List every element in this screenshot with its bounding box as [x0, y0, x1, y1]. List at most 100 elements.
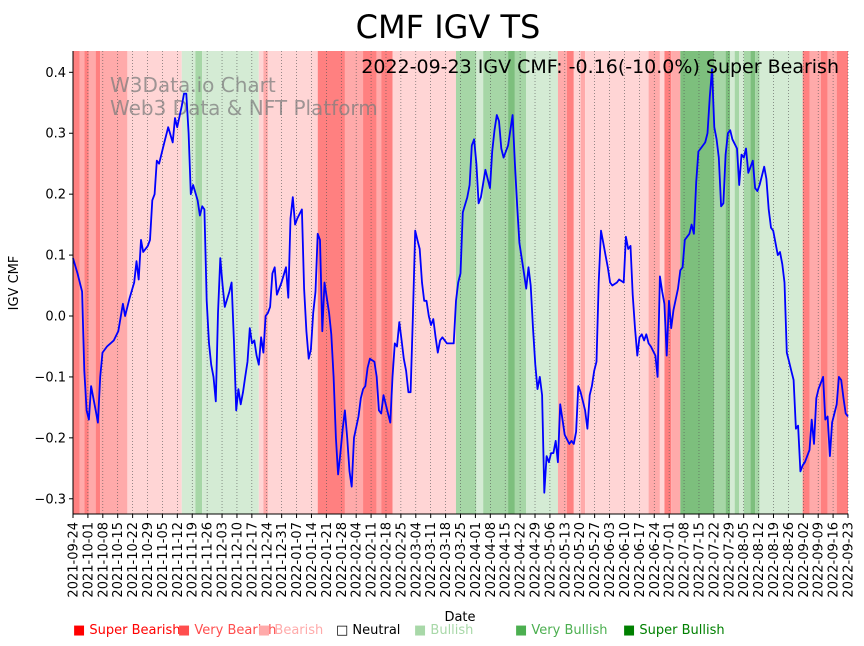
band-vb-16 [376, 51, 382, 514]
x-tick-label-51: 2022-09-16 [827, 522, 842, 598]
band-vb-11 [263, 51, 268, 514]
x-tick-label-41: 2022-07-08 [678, 522, 693, 598]
band-sb-2 [84, 51, 89, 514]
band-sb-46 [820, 51, 828, 514]
y-tick-label-7: 0.4 [45, 66, 66, 81]
x-tick-label-27: 2022-04-01 [469, 522, 484, 598]
x-tick-label-11: 2021-12-10 [230, 522, 245, 598]
legend-item-super-bullish: ■ Super Bullish [623, 623, 725, 638]
band-sb-44 [802, 51, 810, 514]
band-sbu-41 [750, 51, 756, 514]
band-sbu-36 [725, 51, 731, 514]
legend: ■ Super Bearish■ Very Bearish■ Bearish □ … [73, 623, 725, 638]
band-vbu-40 [743, 51, 751, 514]
x-tick-label-5: 2021-10-29 [141, 522, 156, 598]
y-tick-labels: −0.3 −0.2 −0.1 0.0 0.1 0.2 0.3 0.4 [34, 66, 73, 507]
x-tick-label-19: 2022-02-04 [350, 522, 365, 598]
x-tick-label-38: 2022-06-17 [633, 522, 648, 598]
cmf-series-line [72, 68, 849, 494]
vertical-gridlines [72, 51, 849, 514]
band-vb-5 [100, 51, 128, 514]
y-tick-label-6: 0.3 [45, 127, 66, 142]
band-sb-0 [73, 51, 80, 514]
x-tick-label-31: 2022-04-29 [529, 522, 544, 598]
band-vb-33 [671, 51, 681, 514]
x-tick-label-42: 2022-07-15 [692, 522, 707, 598]
x-tick-label-47: 2022-08-19 [767, 522, 782, 598]
x-tick-label-3: 2021-10-15 [111, 522, 126, 598]
legend-item-neutral: □ Neutral [336, 623, 400, 638]
x-tick-label-8: 2021-11-19 [186, 522, 201, 598]
x-tick-label-7: 2021-11-12 [171, 522, 186, 598]
band-sb-13 [317, 51, 345, 514]
x-axis-label: Date [444, 610, 475, 625]
legend-item-bearish: ■ Bearish [258, 623, 323, 638]
band-sb-17 [381, 51, 393, 514]
x-tick-label-1: 2021-10-01 [81, 522, 96, 598]
band-sb-32 [664, 51, 672, 514]
band-be-6 [127, 51, 182, 514]
band-vb-25 [557, 51, 568, 514]
legend-item-super-bearish: ■ Super Bearish [73, 623, 181, 638]
x-tick-label-50: 2022-09-09 [812, 522, 827, 598]
x-tick-label-14: 2021-12-31 [275, 522, 290, 598]
band-bu-37 [730, 51, 735, 514]
x-tick-label-25: 2022-03-18 [439, 522, 454, 598]
band-vbu-42 [755, 51, 760, 514]
band-be-31 [659, 51, 665, 514]
x-tick-label-12: 2021-12-17 [245, 522, 260, 598]
band-vb-1 [79, 51, 85, 514]
x-tick-label-52: 2022-09-23 [842, 522, 857, 598]
x-tick-label-45: 2022-08-05 [737, 522, 752, 598]
watermark-line-1: W3Data.io Chart [110, 73, 276, 97]
x-tick-label-40: 2022-07-01 [663, 522, 678, 598]
x-tick-label-6: 2021-11-05 [156, 522, 171, 598]
band-be-27 [573, 51, 581, 514]
y-tick-label-4: 0.1 [45, 249, 66, 264]
x-tick-label-39: 2022-06-24 [648, 522, 663, 598]
x-tick-label-2: 2021-10-08 [96, 522, 111, 598]
x-tick-label-4: 2021-10-22 [126, 522, 141, 598]
x-tick-label-24: 2022-03-11 [424, 522, 439, 598]
x-tick-label-22: 2022-02-25 [394, 522, 409, 598]
band-sb-15 [363, 51, 377, 514]
x-tick-label-21: 2022-02-18 [379, 522, 394, 598]
x-tick-label-49: 2022-09-02 [797, 522, 812, 598]
x-tick-label-15: 2022-01-07 [290, 522, 305, 598]
x-tick-label-0: 2021-09-24 [67, 522, 82, 598]
legend-item-very-bullish: ■ Very Bullish [515, 623, 607, 638]
chart-title: CMF IGV TS [356, 8, 541, 46]
x-tick-label-30: 2022-04-22 [514, 522, 529, 598]
x-tick-label-32: 2022-05-06 [543, 522, 558, 598]
band-vb-47 [827, 51, 837, 514]
x-tick-label-9: 2021-11-26 [201, 522, 216, 598]
x-tick-label-35: 2022-05-27 [588, 522, 603, 598]
band-vbu-23 [514, 51, 527, 514]
band-vbu-38 [734, 51, 740, 514]
y-tick-label-1: −0.2 [34, 431, 66, 446]
band-sb-4 [95, 51, 101, 514]
x-tick-label-44: 2022-07-29 [722, 522, 737, 598]
band-bu-9 [202, 51, 259, 514]
x-tick-labels: 2021-09-24 2021-10-01 2021-10-08 2021-10-15… [67, 514, 857, 598]
band-sb-48 [836, 51, 848, 514]
x-tick-label-26: 2022-03-25 [454, 522, 469, 598]
x-tick-label-20: 2022-02-11 [365, 522, 380, 598]
x-tick-label-10: 2021-12-03 [216, 522, 231, 598]
watermark-line-2: Web3 Data & NFT Platform [110, 96, 378, 120]
band-bu-20 [476, 51, 484, 514]
band-be-10 [258, 51, 264, 514]
y-tick-label-3: 0.0 [45, 310, 66, 325]
band-bu-39 [739, 51, 744, 514]
x-tick-label-23: 2022-03-04 [409, 522, 424, 598]
y-axis-label: IGV CMF [7, 256, 22, 311]
legend-item-very-bearish: ■ Very Bearish [178, 623, 276, 638]
band-bu-7 [181, 51, 196, 514]
x-tick-label-37: 2022-06-10 [618, 522, 633, 598]
band-vb-45 [809, 51, 821, 514]
x-tick-label-46: 2022-08-12 [752, 522, 767, 598]
x-tick-label-34: 2022-05-20 [573, 522, 588, 598]
x-tick-label-13: 2021-12-24 [260, 522, 275, 598]
legend-item-bullish: ■ Bullish [414, 623, 473, 638]
band-bu-43 [759, 51, 803, 514]
